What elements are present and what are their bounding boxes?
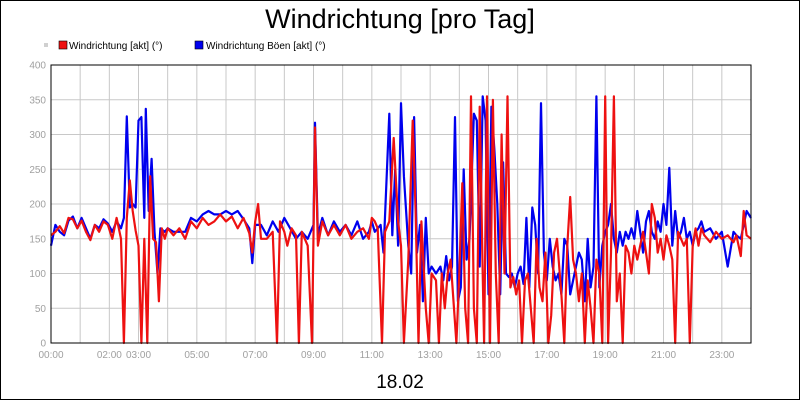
x-tick-label: 15:00: [476, 350, 501, 361]
plot-border: [50, 64, 752, 344]
series-layer: [49, 95, 752, 345]
y-tick-label: 150: [29, 234, 46, 245]
x-tick-label: 02:00: [97, 350, 122, 361]
x-axis-ticks: 00:00 02:00 03:00 05:00 07:00 09:00 11:00 13:00…: [38, 350, 734, 361]
x-tick-label: 17:00: [534, 350, 559, 361]
x-tick-label: 13:00: [418, 350, 443, 361]
y-tick-label: 50: [35, 304, 47, 315]
legend-label-gust: Windrichtung Böen [akt] (°): [206, 41, 326, 52]
x-tick-label: 03:00: [126, 350, 151, 361]
legend-handle-icon: [44, 43, 48, 47]
legend-swatch-gust: [194, 40, 204, 50]
y-tick-label: 300: [29, 130, 46, 141]
x-tick-label: 07:00: [243, 350, 268, 361]
y-axis-ticks: 0 50 100 150 200 250 300 350 400: [29, 61, 46, 350]
legend-swatch-wind: [58, 40, 68, 50]
y-tick-label: 350: [29, 95, 46, 106]
x-tick-label: 19:00: [593, 350, 618, 361]
legend-label-wind: Windrichtung [akt] (°): [69, 41, 162, 52]
y-tick-label: 0: [40, 339, 46, 350]
y-tick-label: 400: [29, 61, 46, 72]
x-tick-label: 05:00: [184, 350, 209, 361]
x-axis-label: 18.02: [376, 372, 424, 393]
x-tick-label: 09:00: [301, 350, 326, 361]
x-tick-label: 11:00: [360, 350, 385, 361]
y-tick-label: 100: [29, 269, 46, 280]
chart-title: Windrichtung [pro Tag]: [265, 4, 535, 34]
y-tick-label: 200: [29, 200, 46, 211]
x-tick-label: 23:00: [709, 350, 734, 361]
y-tick-label: 250: [29, 165, 46, 176]
legend: Windrichtung [akt] (°) Windrichtung Böen…: [44, 40, 326, 52]
x-tick-label: 00:00: [38, 350, 63, 361]
x-tick-label: 21:00: [651, 350, 676, 361]
series-line-wind: [50, 95, 752, 345]
